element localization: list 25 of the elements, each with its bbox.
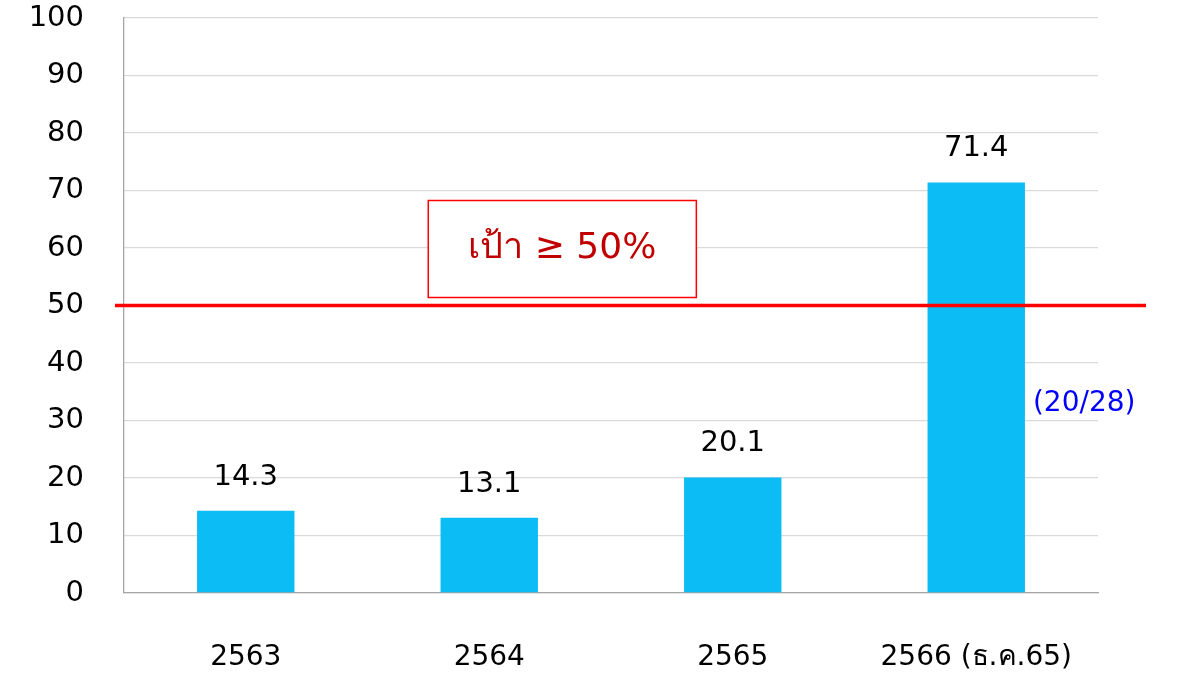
data-label: 13.1: [456, 464, 522, 499]
data-label: 71.4: [943, 129, 1009, 164]
bar: [440, 517, 538, 593]
bar: [197, 510, 295, 593]
data-label: 20.1: [700, 424, 766, 459]
y-tick-label: 90: [47, 56, 84, 91]
y-tick-label: 30: [47, 401, 84, 436]
bar: [927, 182, 1025, 593]
y-tick-label: 10: [47, 516, 84, 551]
data-label: 14.3: [213, 457, 279, 492]
y-tick-label: 40: [47, 343, 84, 378]
y-tick-label: 80: [47, 113, 84, 148]
x-tick-label: 2565: [697, 639, 769, 673]
y-tick-label: 100: [28, 0, 84, 33]
bar: [684, 477, 782, 593]
ref-line-label: เป้า ≥ 50%: [468, 225, 657, 267]
x-tick-label: 2566 (ธ.ค.65): [880, 639, 1072, 673]
y-tick-label: 20: [47, 458, 84, 493]
x-tick-label: 2563: [210, 639, 282, 673]
annotation: (20/28): [1032, 385, 1136, 419]
y-tick-label: 0: [65, 573, 84, 608]
y-tick-label: 70: [47, 171, 84, 206]
y-tick-label: 60: [47, 228, 84, 263]
x-tick-label: 2564: [453, 639, 525, 673]
y-tick-label: 50: [47, 286, 84, 321]
